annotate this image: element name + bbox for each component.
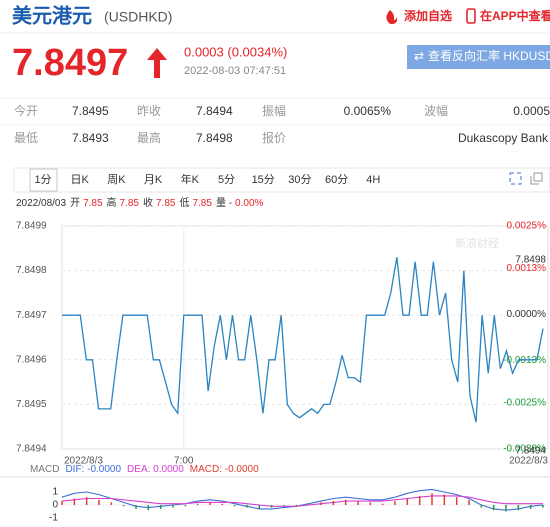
max-annotation: 7.8498 [515,255,546,266]
summary-label: 高 [107,196,117,209]
stat-value: 7.8494 [196,104,233,118]
stat-value: 7.8493 [72,131,109,145]
stat-label: 今开 [14,103,38,118]
macd-tick: 1 [52,487,58,498]
add-watch[interactable]: 添加自选 [404,8,452,23]
macd-line [61,495,543,507]
stat-value: Dukascopy Bank [458,131,549,145]
tab[interactable]: 15分 [252,173,275,186]
y-tick-label: 7.8499 [16,221,47,232]
y2-tick-label: -0.0025% [503,398,546,409]
stat-value: 7.8498 [196,131,233,145]
swap-icon: ⇄ [414,49,424,63]
up-arrow [147,48,167,78]
tab[interactable]: 60分 [325,173,348,186]
reverse-label[interactable]: 查看反向汇率 HKDUSD [428,48,550,63]
open-app[interactable]: 在APP中查看 [480,8,550,23]
macd-legend: MACD DIF: -0.0000 DEA: 0.0000 MACD: -0.0000 [30,464,259,475]
stat-value: 0.0005 [513,104,550,118]
macd-tick: -1 [49,513,58,522]
legend-entry: DEA: 0.0000 [127,464,184,475]
y-tick-label: 7.8495 [16,399,47,410]
summary-value: 7.85 [192,198,212,209]
x-tick-label: 7:00 [174,456,194,467]
title: 美元港元 [12,3,92,27]
stat-label: 报价 [262,130,286,145]
summary-value: 7.85 [156,198,176,209]
stat-label: 最高 [137,130,161,145]
legend-entry: DIF: -0.0000 [65,464,121,475]
x-tick-label: 2022/8/3 [64,456,103,467]
summary-label: 收 [143,196,153,209]
stat-label: 波幅 [424,103,448,118]
summary-date: 2022/08/03 [16,198,66,209]
reverse-button[interactable] [407,45,550,69]
tab[interactable]: 1分 [34,173,51,186]
macd-tick: 0 [52,500,58,511]
tab-selected [29,168,58,192]
price: 7.8497 [12,42,128,84]
code: (USDHKD) [104,9,172,25]
macd-title: MACD [30,464,59,475]
summary-value: 0.00% [235,198,263,209]
window-icon[interactable] [530,172,543,185]
min-annotation: 7.8494 [515,446,546,457]
tab[interactable]: 日K [71,174,90,186]
tab[interactable]: 30分 [288,173,311,186]
y-tick-label: 7.8498 [16,265,47,276]
phone-icon [466,8,476,24]
fire-icon [386,10,398,25]
tab[interactable]: 周K [107,173,126,186]
summary-value: 7.85 [83,198,103,209]
macd-line [61,488,544,511]
change: 0.0003 (0.0034%) [184,44,287,59]
tab[interactable]: 5分 [218,173,235,186]
x-tick-label: 2022/8/3 [509,456,548,467]
tab[interactable]: 月K [144,174,163,186]
y2-tick-label: 0.0013% [507,263,547,274]
stat-label: 振幅 [262,103,286,118]
time: 2022-08-03 07:47:51 [184,65,286,77]
legend-entry: MACD: -0.0000 [190,464,259,475]
tab[interactable]: 年K [181,172,200,186]
summary-value: 7.85 [120,198,140,209]
summary: 2022/08/03 开 7.85 高 7.85 收 7.85 低 7.85 量 -0.00% [16,196,264,209]
summary-label: 量 - [216,197,232,209]
tab-bar [13,167,550,193]
stat-label: 昨收 [137,104,161,118]
stat-value: 0.0065% [344,104,392,118]
summary-label: 低 [179,196,189,209]
stat-value: 7.8495 [72,104,109,118]
y2-tick-label: 0.0025% [507,221,547,232]
y2-tick-label: -0.0013% [503,355,546,366]
summary-label: 开 [70,198,80,209]
price-line [62,257,544,423]
y-tick-label: 7.8497 [16,310,47,321]
fullscreen-icon[interactable] [509,172,522,185]
y2-tick-label: 0.0000% [507,309,547,320]
tab[interactable]: 4H [366,174,380,186]
y-tick-label: 7.8496 [16,354,47,365]
watermark: 新浪财经 [455,236,499,250]
stat-label: 最低 [14,131,38,145]
y2-tick-label: -0.0038% [503,444,546,455]
y-tick-label: 7.8494 [16,444,47,455]
